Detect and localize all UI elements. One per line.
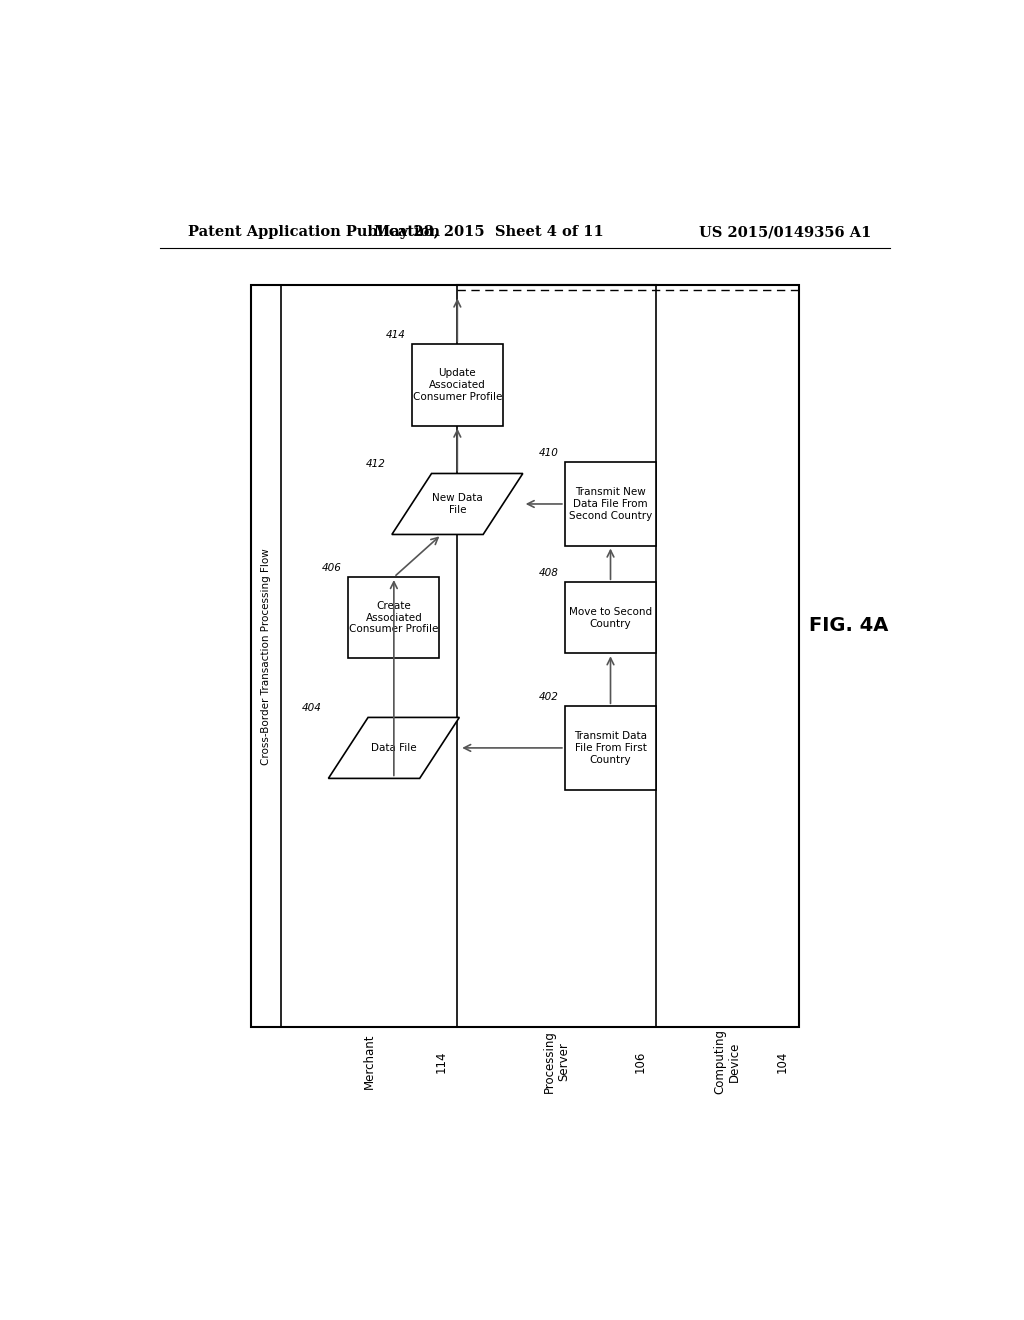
Bar <box>251 285 799 1027</box>
Text: Data File: Data File <box>371 743 417 752</box>
Bar <box>565 582 656 653</box>
Text: Update
Associated
Consumer Profile: Update Associated Consumer Profile <box>413 368 502 401</box>
Text: Computing
Device: Computing Device <box>713 1030 741 1094</box>
Text: Merchant: Merchant <box>362 1034 376 1089</box>
Polygon shape <box>392 474 523 535</box>
Text: Processing
Server: Processing Server <box>543 1030 570 1093</box>
Text: 414: 414 <box>385 330 406 341</box>
Text: 406: 406 <box>322 564 342 573</box>
Text: Patent Application Publication: Patent Application Publication <box>187 226 439 239</box>
Bar <box>412 345 503 426</box>
Text: 106: 106 <box>633 1051 646 1073</box>
Text: May 28, 2015  Sheet 4 of 11: May 28, 2015 Sheet 4 of 11 <box>374 226 604 239</box>
Text: Create
Associated
Consumer Profile: Create Associated Consumer Profile <box>349 601 438 635</box>
Text: Transmit New
Data File From
Second Country: Transmit New Data File From Second Count… <box>569 487 652 520</box>
Text: Cross-Border Transaction Processing Flow: Cross-Border Transaction Processing Flow <box>261 548 271 764</box>
Polygon shape <box>329 718 460 779</box>
Text: Move to Second
Country: Move to Second Country <box>569 607 652 628</box>
Text: 412: 412 <box>366 459 385 470</box>
Bar <box>348 577 439 659</box>
Text: FIG. 4A: FIG. 4A <box>809 616 888 635</box>
Text: US 2015/0149356 A1: US 2015/0149356 A1 <box>699 226 871 239</box>
Bar <box>565 706 656 789</box>
Text: 408: 408 <box>539 568 558 578</box>
Text: 104: 104 <box>776 1051 790 1073</box>
Text: 114: 114 <box>435 1051 447 1073</box>
Text: 410: 410 <box>539 449 558 458</box>
Text: Transmit Data
File From First
Country: Transmit Data File From First Country <box>574 731 647 764</box>
Text: 404: 404 <box>302 704 322 713</box>
Text: 402: 402 <box>539 692 558 702</box>
Bar <box>565 462 656 545</box>
Text: New Data
File: New Data File <box>432 494 482 515</box>
